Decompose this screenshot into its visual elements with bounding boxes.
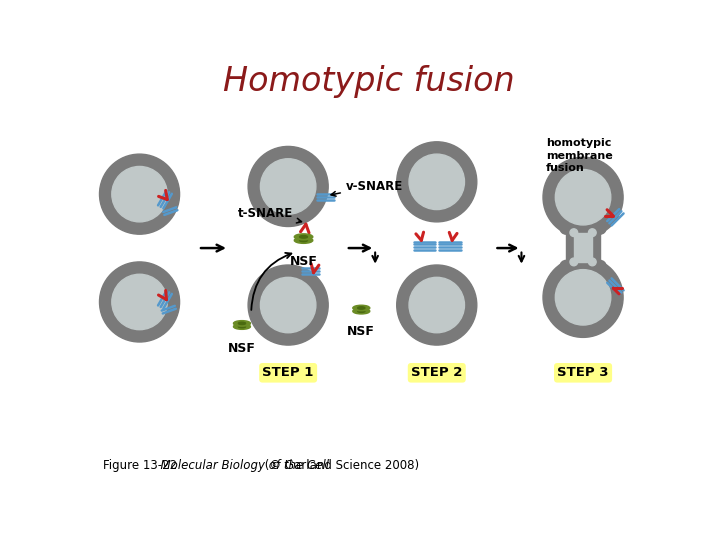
Ellipse shape (353, 305, 370, 310)
Text: Molecular Biology of the Cell: Molecular Biology of the Cell (153, 458, 329, 472)
Circle shape (409, 154, 464, 210)
Circle shape (409, 278, 464, 333)
Polygon shape (566, 228, 600, 267)
Circle shape (112, 166, 167, 222)
Circle shape (543, 257, 623, 338)
Circle shape (588, 229, 596, 237)
Circle shape (555, 269, 611, 325)
Circle shape (99, 154, 179, 234)
Circle shape (248, 265, 328, 345)
Circle shape (594, 260, 606, 273)
Text: (© Garland Science 2008): (© Garland Science 2008) (261, 458, 419, 472)
Ellipse shape (233, 321, 251, 326)
Circle shape (594, 222, 606, 234)
Text: homotypic
membrane
fusion: homotypic membrane fusion (546, 138, 613, 173)
Ellipse shape (238, 326, 246, 328)
Text: NSF: NSF (347, 326, 375, 339)
Circle shape (555, 170, 611, 225)
Text: NSF: NSF (289, 255, 318, 268)
Circle shape (570, 229, 577, 237)
Ellipse shape (353, 308, 370, 314)
Ellipse shape (300, 239, 307, 242)
Circle shape (261, 278, 316, 333)
Circle shape (570, 258, 577, 266)
Text: Homotypic fusion: Homotypic fusion (223, 65, 515, 98)
Ellipse shape (300, 235, 307, 238)
Ellipse shape (233, 324, 251, 329)
Ellipse shape (238, 322, 246, 325)
Text: STEP 2: STEP 2 (411, 366, 462, 379)
Circle shape (588, 258, 596, 266)
Circle shape (261, 159, 316, 214)
Circle shape (543, 157, 623, 237)
Circle shape (397, 142, 477, 222)
Circle shape (112, 274, 167, 330)
Text: STEP 1: STEP 1 (263, 366, 314, 379)
Text: v-SNARE: v-SNARE (331, 179, 403, 196)
Text: Figure 13-22: Figure 13-22 (102, 458, 176, 472)
Ellipse shape (358, 310, 365, 312)
Circle shape (248, 146, 328, 226)
Text: STEP 3: STEP 3 (557, 366, 609, 379)
Polygon shape (574, 233, 593, 262)
Text: t-SNARE: t-SNARE (238, 207, 302, 223)
Circle shape (397, 265, 477, 345)
Circle shape (560, 260, 572, 273)
Circle shape (99, 262, 179, 342)
Text: NSF: NSF (228, 342, 256, 355)
Ellipse shape (294, 238, 312, 244)
Circle shape (560, 222, 572, 234)
Ellipse shape (294, 234, 312, 240)
Ellipse shape (358, 307, 365, 309)
